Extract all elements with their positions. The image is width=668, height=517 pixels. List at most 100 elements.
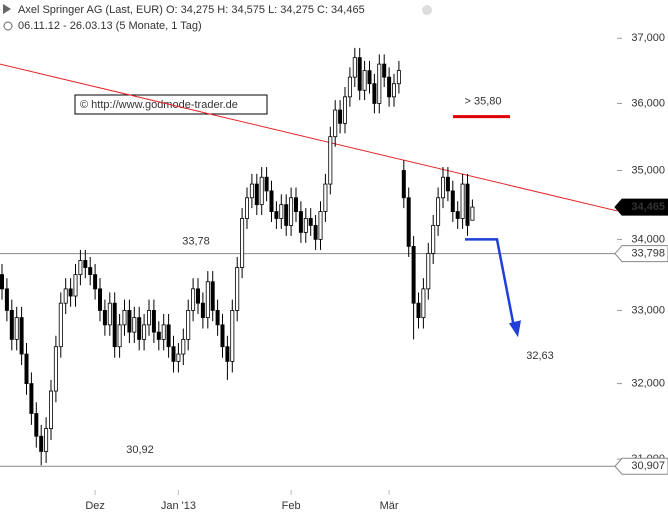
candle-body <box>205 281 210 319</box>
candle-body <box>240 218 245 268</box>
projection-label: 32,63 <box>526 350 554 362</box>
collapse-icon[interactable] <box>3 4 11 14</box>
candle-body <box>83 260 88 268</box>
price-box <box>614 457 668 475</box>
candle-body <box>112 302 117 348</box>
candle-body <box>313 225 318 240</box>
candle-body <box>0 274 4 290</box>
candle-body <box>137 317 142 340</box>
candle-body <box>357 57 362 91</box>
candle-body <box>200 302 205 319</box>
candle-body <box>431 225 436 254</box>
price-label: 30,907 <box>631 460 665 472</box>
price-label: 33,798 <box>631 247 665 259</box>
candle-body <box>63 288 68 304</box>
candle-body <box>298 211 303 233</box>
candle-body <box>107 302 112 326</box>
candle-body <box>426 253 431 290</box>
candle-body <box>73 274 78 297</box>
price-box <box>614 198 668 216</box>
candle-body <box>230 309 235 362</box>
candle-body <box>24 353 29 384</box>
candle-body <box>396 70 401 85</box>
candle-body <box>303 218 308 233</box>
candle-body <box>279 204 284 219</box>
y-tick-label: 33,000 <box>631 304 665 316</box>
candle-body <box>215 309 220 326</box>
candle-body <box>377 63 382 104</box>
candle-body <box>445 176 450 192</box>
candle-body <box>102 309 107 326</box>
candle-body <box>333 109 338 138</box>
candle-body <box>244 197 249 219</box>
candle-body <box>4 288 9 311</box>
candle-body <box>156 331 161 340</box>
overlay: 31,00032,00033,00034,00035,00036,00037,0… <box>85 32 668 512</box>
candle-body <box>347 76 352 98</box>
candle-body <box>176 353 181 362</box>
candle-body <box>235 267 240 311</box>
candle-body <box>421 288 426 319</box>
settings-icon[interactable] <box>422 5 432 15</box>
candle-body <box>220 324 225 348</box>
x-tick-label: Feb <box>282 500 301 512</box>
candle-body <box>289 197 294 226</box>
trendline <box>0 63 617 212</box>
candle-body <box>49 390 54 430</box>
candle-body <box>387 76 392 98</box>
watermark: © http://www.godmode-trader.de <box>80 99 238 111</box>
candle-body <box>323 183 328 212</box>
candle-body <box>436 197 441 226</box>
candle-body <box>186 309 191 340</box>
candle-body <box>269 190 274 212</box>
annotation: 30,92 <box>126 444 154 456</box>
x-tick-label: Mär <box>380 500 399 512</box>
price-box <box>614 245 668 263</box>
candle-body <box>191 288 196 311</box>
candle-body <box>181 339 186 355</box>
candle-body <box>274 211 279 219</box>
candle-body <box>450 190 455 212</box>
chart-title: Axel Springer AG (Last, EUR) O: 34,275 H… <box>18 4 365 16</box>
candle-body <box>249 183 254 199</box>
arrow-head <box>509 320 521 338</box>
candle-body <box>391 83 396 98</box>
candle-body <box>195 288 200 304</box>
candle-body <box>151 309 156 333</box>
candle-body <box>34 413 39 437</box>
projection-arrow <box>465 238 516 328</box>
candle-body <box>372 83 377 104</box>
x-tick-label: Dez <box>85 500 105 512</box>
candle-body <box>259 176 264 206</box>
candle-body <box>93 274 98 290</box>
candle-body <box>132 317 137 333</box>
candle-body <box>39 435 44 452</box>
candle-body <box>401 170 406 199</box>
candle-body <box>88 267 93 276</box>
candle-body <box>58 302 63 348</box>
candle-body <box>308 218 313 226</box>
candle-body <box>14 317 19 340</box>
y-tick-label: 32,000 <box>631 377 665 389</box>
candle-body <box>166 324 171 348</box>
y-tick-label: 34,000 <box>631 233 665 245</box>
price-label: 34,465 <box>631 201 665 213</box>
candle-body <box>44 428 49 452</box>
x-tick-label: Jan '13 <box>161 500 196 512</box>
candle-body <box>78 260 83 276</box>
candle-body <box>9 309 14 340</box>
annotation: 33,78 <box>182 235 210 247</box>
candle-body <box>98 288 103 311</box>
candle-body <box>284 204 289 226</box>
candle-body <box>460 183 465 219</box>
candle-body <box>29 383 34 414</box>
candle-body <box>117 324 122 348</box>
candle-body <box>416 302 421 319</box>
resistance-label: > 35,80 <box>464 96 501 108</box>
candle-body <box>406 197 411 247</box>
candle-body <box>68 288 73 297</box>
candle-body <box>382 63 387 78</box>
candle-body <box>411 245 416 304</box>
candle-body <box>127 309 132 333</box>
